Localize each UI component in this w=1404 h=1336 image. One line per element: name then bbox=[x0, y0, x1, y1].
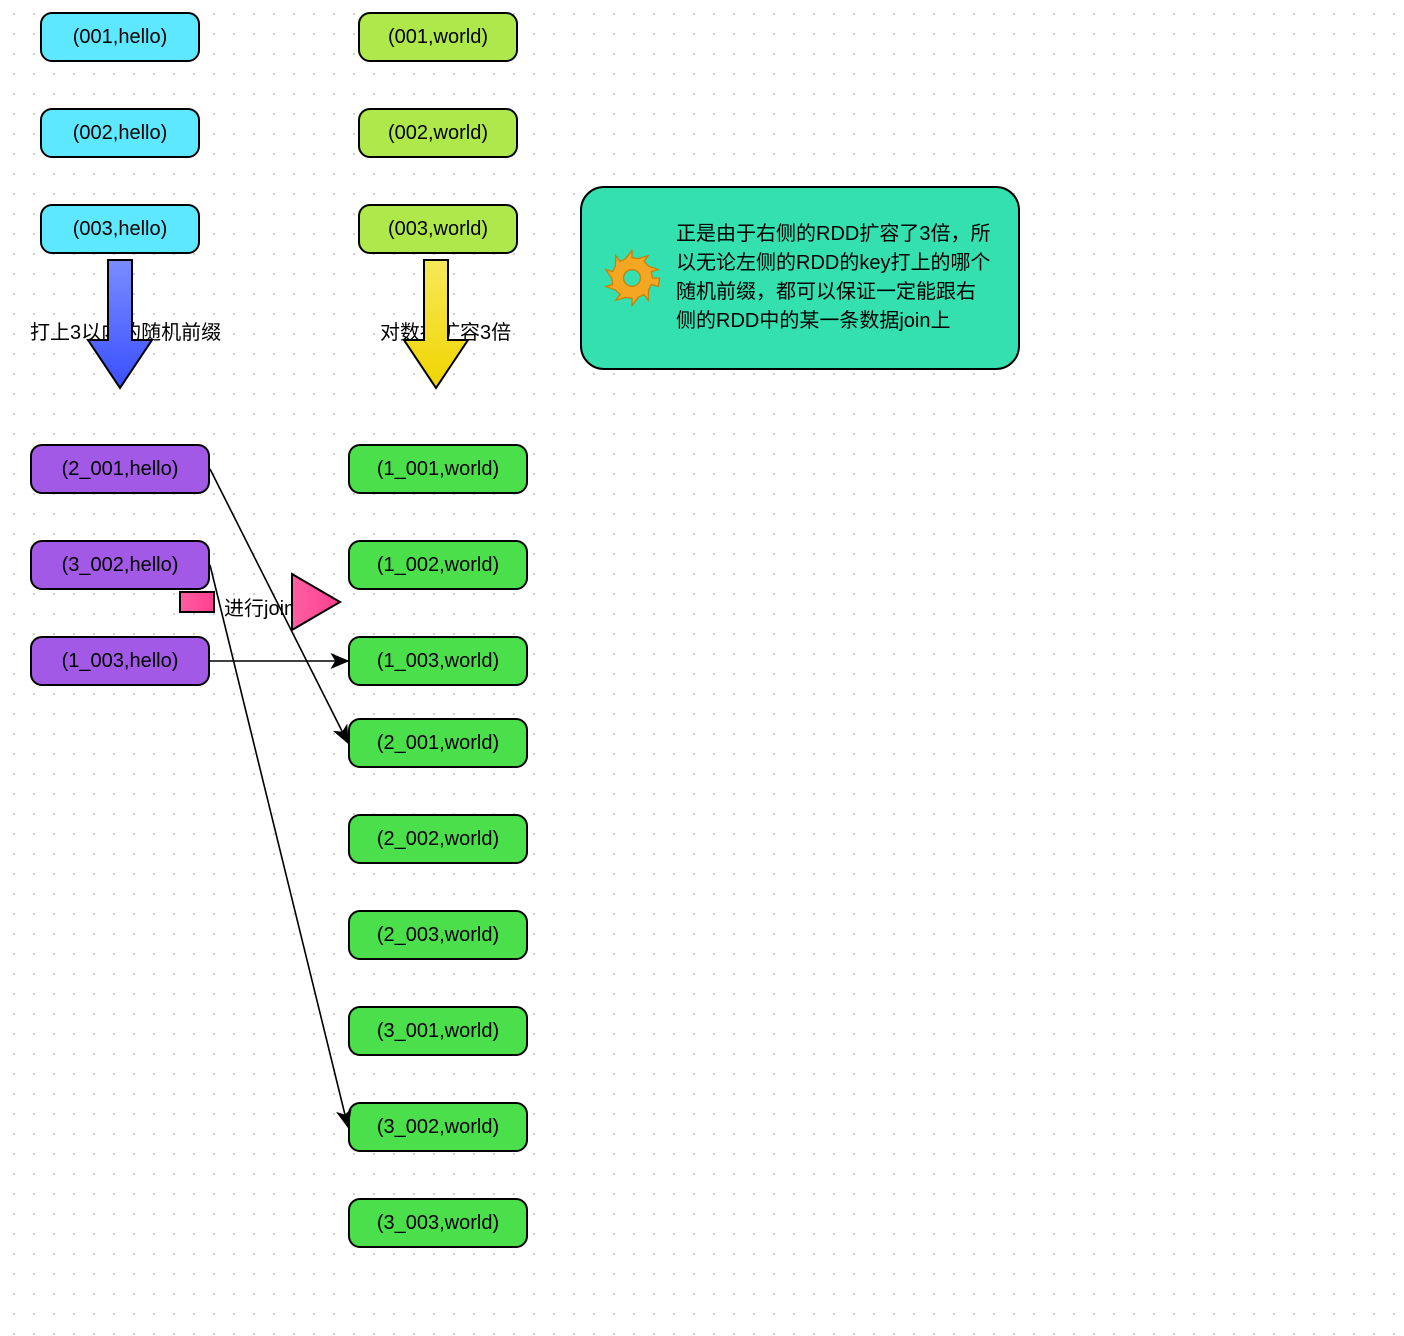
cyan-box: (002,hello) bbox=[40, 108, 200, 158]
green-box: (2_003,world) bbox=[348, 910, 528, 960]
green-box: (3_001,world) bbox=[348, 1006, 528, 1056]
green-box: (3_003,world) bbox=[348, 1198, 528, 1248]
explanation-note: 正是由于右侧的RDD扩容了3倍，所以无论左侧的RDD的key打上的哪个随机前缀，… bbox=[580, 186, 1020, 370]
join-label: 进行join bbox=[224, 592, 295, 621]
green-box: (2_002,world) bbox=[348, 814, 528, 864]
cyan-box: (003,hello) bbox=[40, 204, 200, 254]
green-box: (3_002,world) bbox=[348, 1102, 528, 1152]
left-arrow-label: 打上3以内的随机前缀 bbox=[30, 316, 221, 345]
lime-box: (002,world) bbox=[358, 108, 518, 158]
cyan-box: (001,hello) bbox=[40, 12, 200, 62]
purple-box: (2_001,hello) bbox=[30, 444, 210, 494]
green-box: (1_001,world) bbox=[348, 444, 528, 494]
purple-box: (3_002,hello) bbox=[30, 540, 210, 590]
green-box: (1_003,world) bbox=[348, 636, 528, 686]
note-text: 正是由于右侧的RDD扩容了3倍，所以无论左侧的RDD的key打上的哪个随机前缀，… bbox=[676, 220, 994, 336]
right-arrow-label: 对数据扩容3倍 bbox=[380, 316, 511, 345]
gear-icon bbox=[602, 248, 662, 308]
lime-box: (001,world) bbox=[358, 12, 518, 62]
purple-box: (1_003,hello) bbox=[30, 636, 210, 686]
green-box: (1_002,world) bbox=[348, 540, 528, 590]
green-box: (2_001,world) bbox=[348, 718, 528, 768]
lime-box: (003,world) bbox=[358, 204, 518, 254]
